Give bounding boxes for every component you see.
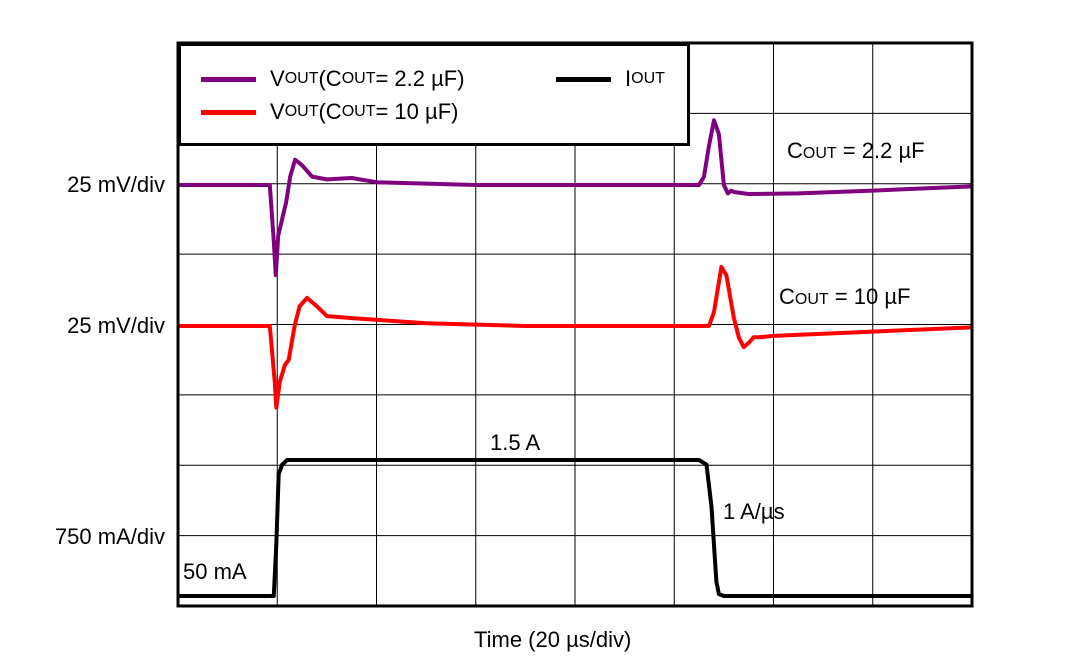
- y-label-ch3: 750 mA/div: [54, 524, 165, 549]
- series-line-1: [178, 264, 973, 410]
- y-label-ch2: 25 mV/div: [67, 313, 165, 338]
- legend-item-vout-2p2uf: V OUT (C OUT = 2.2 µF): [201, 66, 465, 92]
- legend-swatch: [556, 76, 611, 82]
- annotation-low-current: 50 mA: [183, 559, 247, 584]
- x-axis-label: Time (20 µs/div): [474, 627, 632, 652]
- annotation-cout-2p2uf: COUT = 2.2 µF: [787, 138, 925, 163]
- series-line-2: [178, 458, 972, 598]
- annotation-high-current: 1.5 A: [490, 430, 541, 455]
- series-line-0: [178, 118, 973, 278]
- y-label-ch1: 25 mV/div: [67, 172, 165, 197]
- legend-swatch: [201, 109, 256, 115]
- legend-item-vout-10uf: V OUT (C OUT = 10 µF): [201, 99, 458, 125]
- annotation-cout-10uf: COUT = 10 µF: [779, 284, 911, 309]
- legend-item-iout: I OUT: [556, 66, 665, 92]
- traces: [178, 118, 973, 598]
- legend-swatch: [201, 76, 256, 82]
- annotation-slew-rate: 1 A/µs: [723, 499, 785, 524]
- legend: V OUT (C OUT = 2.2 µF) V OUT (C OUT = 10 µF)…: [178, 43, 690, 146]
